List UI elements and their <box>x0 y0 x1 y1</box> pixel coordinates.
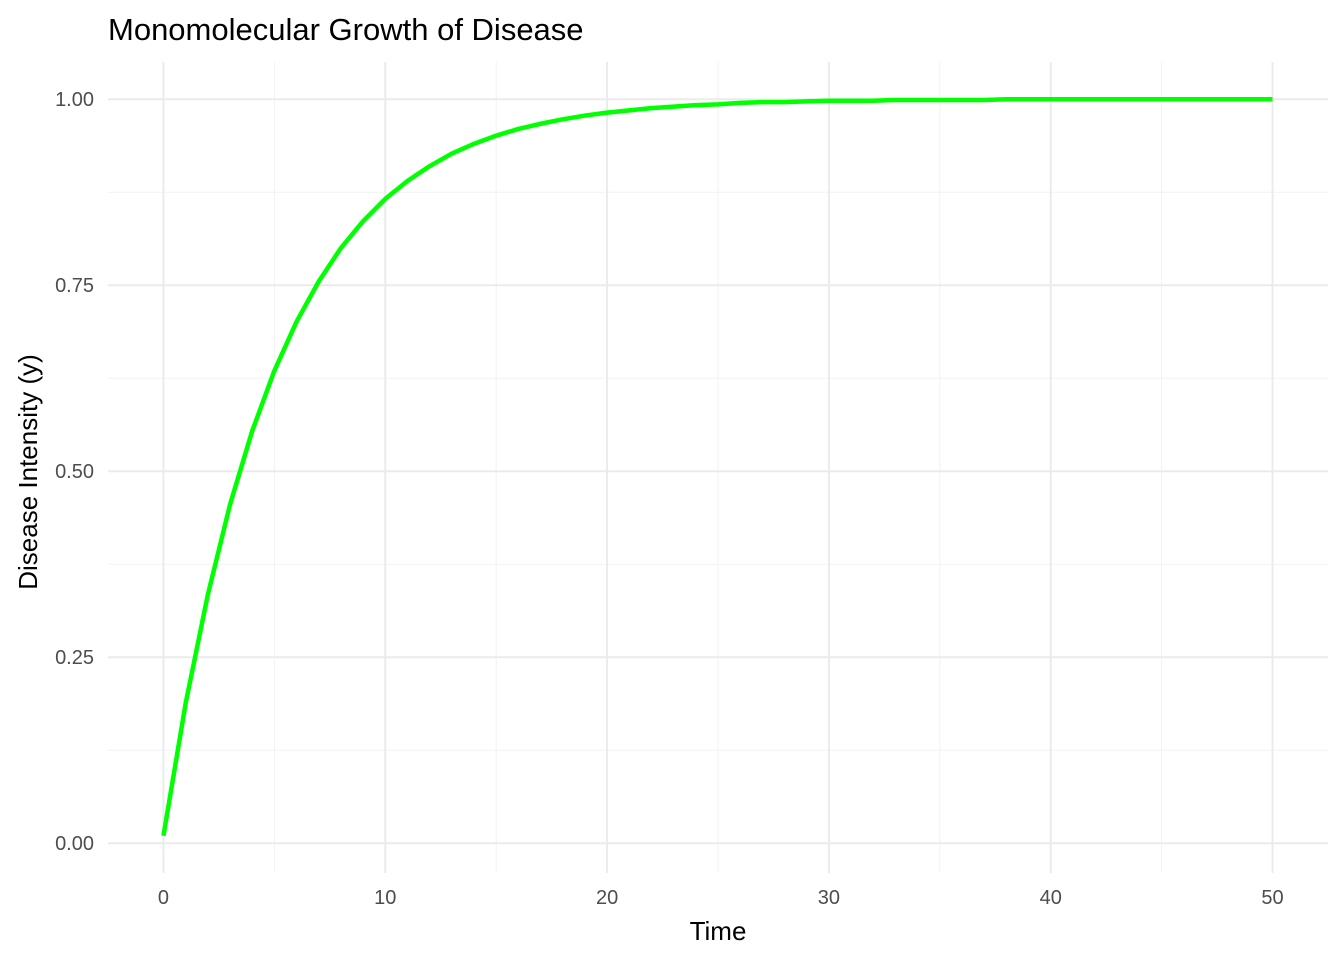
x-axis-label: Time <box>690 916 747 946</box>
x-tick-label: 30 <box>818 887 840 909</box>
y-tick-label: 0.25 <box>55 647 94 669</box>
x-axis-tick-labels: 0 10 20 30 40 50 <box>158 887 1284 909</box>
x-tick-label: 40 <box>1040 887 1062 909</box>
series-layer <box>161 96 1273 837</box>
x-tick-label: 0 <box>158 887 169 909</box>
minor-gridlines <box>108 62 1328 873</box>
y-tick-label: 1.00 <box>55 89 94 111</box>
chart-title: Monomolecular Growth of Disease <box>108 12 584 47</box>
series-line-0 <box>161 96 1273 837</box>
x-tick-label: 50 <box>1261 887 1283 909</box>
x-tick-label: 20 <box>596 887 618 909</box>
y-axis-label: Disease Intensity (y) <box>13 354 43 590</box>
y-tick-label: 0.00 <box>55 833 94 855</box>
x-tick-label: 10 <box>374 887 396 909</box>
y-tick-label: 0.50 <box>55 461 94 483</box>
y-axis-tick-labels: 0.00 0.25 0.50 0.75 1.00 <box>55 89 94 855</box>
y-tick-label: 0.75 <box>55 275 94 297</box>
